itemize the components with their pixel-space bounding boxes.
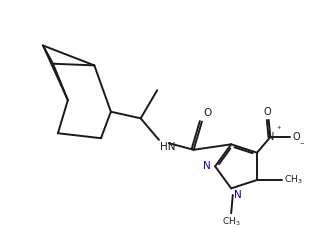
Text: N: N [234, 190, 242, 200]
Text: O: O [263, 107, 271, 117]
Text: $^-$: $^-$ [298, 140, 305, 149]
Text: O: O [293, 132, 301, 142]
Text: N: N [204, 161, 211, 171]
Text: CH$_3$: CH$_3$ [284, 174, 302, 186]
Text: $^+$: $^+$ [275, 124, 282, 133]
Text: CH$_3$: CH$_3$ [222, 216, 241, 228]
Text: N: N [267, 132, 274, 142]
Text: HN: HN [160, 142, 175, 151]
Text: O: O [204, 108, 212, 118]
